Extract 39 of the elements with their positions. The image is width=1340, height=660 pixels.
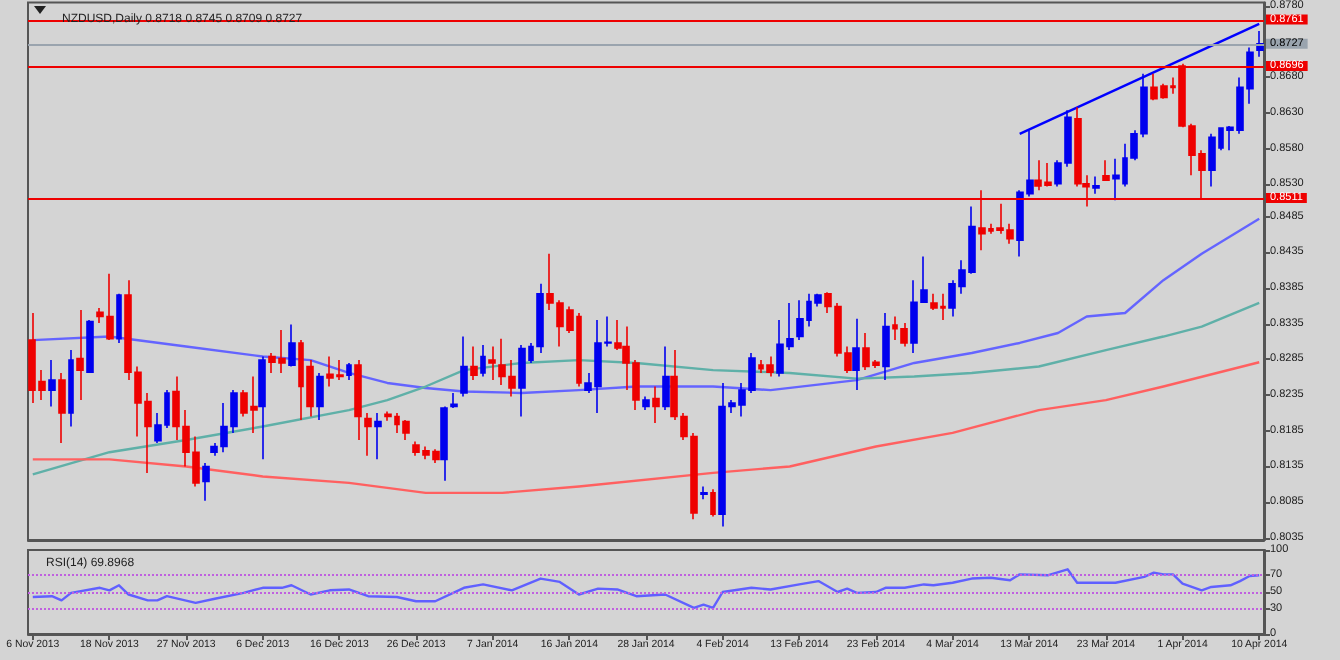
line-series xyxy=(31,217,1261,395)
candlestick xyxy=(364,412,372,457)
candlestick xyxy=(1092,175,1100,195)
candlestick xyxy=(1102,159,1110,181)
candlestick xyxy=(710,488,716,518)
candlestick xyxy=(480,344,486,378)
candlestick xyxy=(1208,132,1216,188)
candlestick xyxy=(518,344,526,418)
candlestick xyxy=(700,485,708,501)
candlestick xyxy=(900,322,908,348)
candlestick xyxy=(402,419,410,441)
candlestick xyxy=(796,299,804,341)
candlestick xyxy=(766,355,774,378)
line-series xyxy=(31,568,1261,610)
candlestick xyxy=(354,359,362,441)
line-series xyxy=(31,361,1261,495)
line-series xyxy=(31,301,1261,476)
candlestick xyxy=(882,312,890,381)
candlestick xyxy=(316,372,324,421)
candlestick xyxy=(460,335,468,398)
candlestick xyxy=(450,392,458,409)
candlestick xyxy=(852,317,860,391)
candlestick xyxy=(76,309,84,401)
candlestick xyxy=(202,462,210,502)
candlestick xyxy=(374,412,382,461)
candlestick xyxy=(662,345,670,411)
candlestick xyxy=(440,405,448,482)
candlestick xyxy=(346,362,352,381)
candlestick xyxy=(488,345,496,381)
candlestick xyxy=(58,372,66,444)
candlestick xyxy=(288,323,296,368)
candlestick xyxy=(258,355,266,461)
candlestick xyxy=(642,395,650,411)
candlestick xyxy=(86,319,94,374)
candlestick xyxy=(470,345,478,381)
candlestick xyxy=(116,292,122,344)
candlestick xyxy=(68,349,74,428)
candlestick xyxy=(652,385,660,424)
candlestick xyxy=(48,359,56,408)
